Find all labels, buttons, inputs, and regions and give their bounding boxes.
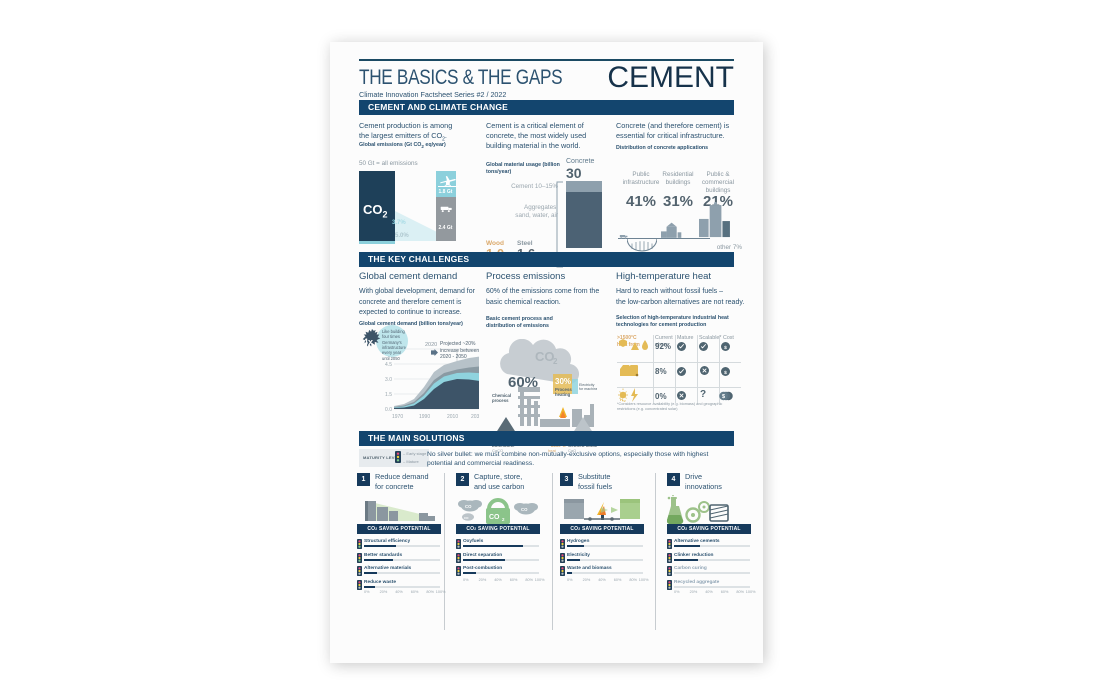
svg-text:4.5: 4.5: [385, 362, 392, 368]
svg-text:1.5: 1.5: [385, 392, 392, 398]
svg-text:$: $: [724, 345, 727, 351]
svg-text:30%: 30%: [555, 377, 571, 386]
svg-text:CO: CO: [464, 516, 469, 520]
svg-text:CO: CO: [535, 349, 555, 364]
svg-text:CO: CO: [521, 507, 528, 512]
svg-text:process: process: [492, 398, 509, 403]
svg-text:for machinery: for machinery: [579, 387, 597, 391]
svg-text:$: $: [722, 394, 725, 400]
svg-text:1970: 1970: [392, 414, 403, 420]
svg-text:heating: heating: [555, 392, 571, 397]
svg-text:2030: 2030: [471, 414, 479, 420]
svg-text:3.0: 3.0: [385, 377, 392, 383]
svg-text:CO: CO: [465, 504, 472, 509]
svg-text:2010: 2010: [447, 414, 458, 420]
svg-text:$: $: [724, 370, 727, 376]
svg-text:0.0: 0.0: [385, 407, 392, 413]
svg-text:1990: 1990: [419, 414, 430, 420]
svg-text:CO: CO: [489, 514, 500, 521]
svg-text:2: 2: [553, 357, 558, 366]
